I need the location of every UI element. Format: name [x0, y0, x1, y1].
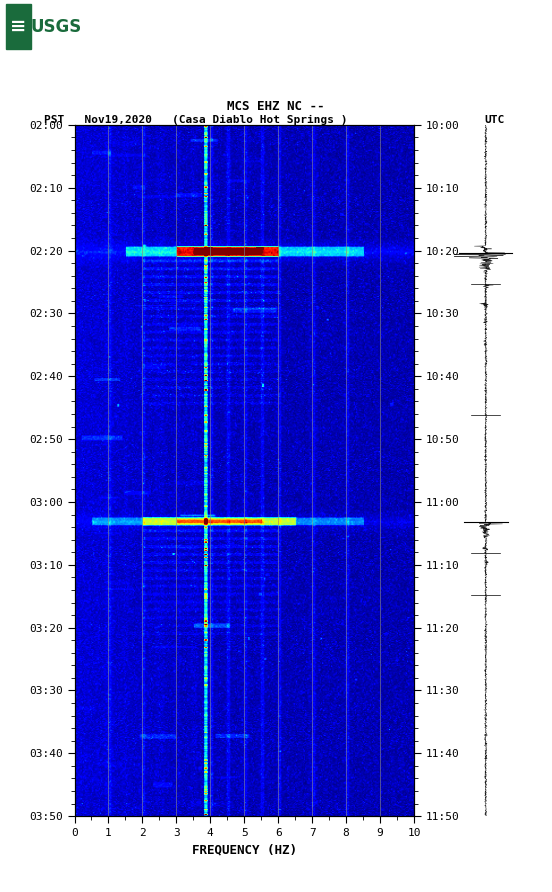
Text: MCS EHZ NC --: MCS EHZ NC --: [227, 100, 325, 113]
Text: ≡: ≡: [10, 17, 26, 37]
Text: UTC: UTC: [484, 115, 504, 125]
Bar: [6, 4, 31, 49]
Text: USGS: USGS: [30, 18, 81, 36]
Text: (Casa Diablo Hot Springs ): (Casa Diablo Hot Springs ): [172, 115, 347, 125]
Text: PST   Nov19,2020: PST Nov19,2020: [44, 115, 152, 125]
X-axis label: FREQUENCY (HZ): FREQUENCY (HZ): [192, 844, 297, 856]
